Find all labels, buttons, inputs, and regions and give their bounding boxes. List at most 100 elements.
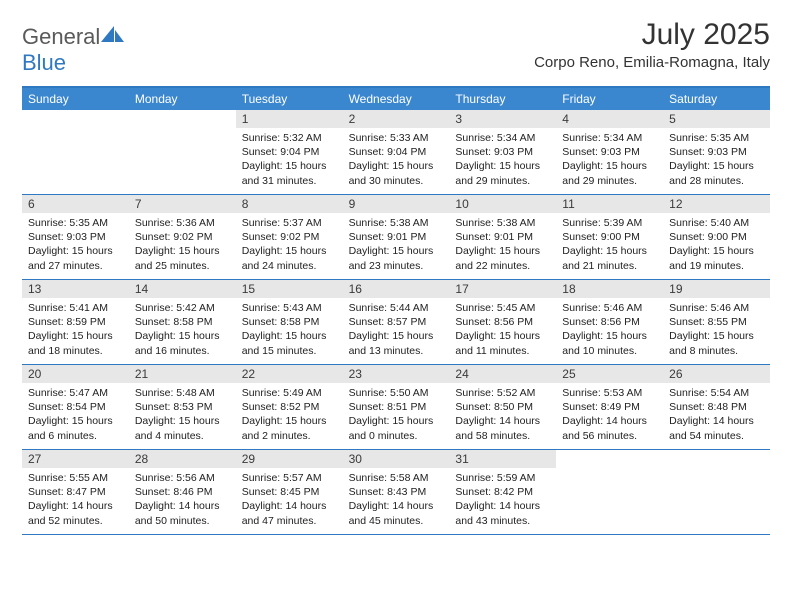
day-details: Sunrise: 5:56 AMSunset: 8:46 PMDaylight:… bbox=[129, 468, 236, 532]
detail-line: Daylight: 15 hours bbox=[669, 244, 764, 258]
detail-line: Sunset: 8:50 PM bbox=[455, 400, 550, 414]
detail-line: and 29 minutes. bbox=[562, 174, 657, 188]
day-number: 15 bbox=[236, 280, 343, 298]
day-details: Sunrise: 5:36 AMSunset: 9:02 PMDaylight:… bbox=[129, 213, 236, 277]
detail-line: Daylight: 15 hours bbox=[242, 329, 337, 343]
detail-line: Daylight: 14 hours bbox=[135, 499, 230, 513]
day-number: 26 bbox=[663, 365, 770, 383]
detail-line: Daylight: 15 hours bbox=[455, 244, 550, 258]
detail-line: and 52 minutes. bbox=[28, 514, 123, 528]
day-details: Sunrise: 5:38 AMSunset: 9:01 PMDaylight:… bbox=[343, 213, 450, 277]
day-details: Sunrise: 5:38 AMSunset: 9:01 PMDaylight:… bbox=[449, 213, 556, 277]
day-cell: 15Sunrise: 5:43 AMSunset: 8:58 PMDayligh… bbox=[236, 280, 343, 364]
detail-line: Sunrise: 5:35 AM bbox=[28, 216, 123, 230]
detail-line: and 8 minutes. bbox=[669, 344, 764, 358]
day-number: 4 bbox=[556, 110, 663, 128]
detail-line: Sunset: 8:58 PM bbox=[242, 315, 337, 329]
detail-line: Daylight: 14 hours bbox=[349, 499, 444, 513]
day-cell: 29Sunrise: 5:57 AMSunset: 8:45 PMDayligh… bbox=[236, 450, 343, 534]
day-cell: 4Sunrise: 5:34 AMSunset: 9:03 PMDaylight… bbox=[556, 110, 663, 194]
detail-line: Sunrise: 5:36 AM bbox=[135, 216, 230, 230]
week-row: 13Sunrise: 5:41 AMSunset: 8:59 PMDayligh… bbox=[22, 280, 770, 365]
detail-line: and 45 minutes. bbox=[349, 514, 444, 528]
detail-line: and 4 minutes. bbox=[135, 429, 230, 443]
detail-line: Sunset: 8:43 PM bbox=[349, 485, 444, 499]
day-number: 8 bbox=[236, 195, 343, 213]
detail-line: Daylight: 14 hours bbox=[455, 414, 550, 428]
detail-line: and 43 minutes. bbox=[455, 514, 550, 528]
day-cell: 10Sunrise: 5:38 AMSunset: 9:01 PMDayligh… bbox=[449, 195, 556, 279]
day-details: Sunrise: 5:35 AMSunset: 9:03 PMDaylight:… bbox=[22, 213, 129, 277]
detail-line: Sunrise: 5:58 AM bbox=[349, 471, 444, 485]
day-number: 14 bbox=[129, 280, 236, 298]
detail-line: Sunrise: 5:53 AM bbox=[562, 386, 657, 400]
detail-line: Daylight: 15 hours bbox=[135, 329, 230, 343]
day-details: Sunrise: 5:55 AMSunset: 8:47 PMDaylight:… bbox=[22, 468, 129, 532]
day-cell: 12Sunrise: 5:40 AMSunset: 9:00 PMDayligh… bbox=[663, 195, 770, 279]
detail-line: and 18 minutes. bbox=[28, 344, 123, 358]
dayname-row: SundayMondayTuesdayWednesdayThursdayFrid… bbox=[22, 88, 770, 110]
detail-line: Sunrise: 5:56 AM bbox=[135, 471, 230, 485]
day-number bbox=[22, 110, 129, 128]
detail-line: and 31 minutes. bbox=[242, 174, 337, 188]
day-number: 25 bbox=[556, 365, 663, 383]
day-details: Sunrise: 5:58 AMSunset: 8:43 PMDaylight:… bbox=[343, 468, 450, 532]
day-number: 9 bbox=[343, 195, 450, 213]
detail-line: Daylight: 15 hours bbox=[562, 329, 657, 343]
day-details: Sunrise: 5:49 AMSunset: 8:52 PMDaylight:… bbox=[236, 383, 343, 447]
dayname: Sunday bbox=[22, 88, 129, 110]
week-row: 6Sunrise: 5:35 AMSunset: 9:03 PMDaylight… bbox=[22, 195, 770, 280]
detail-line: Sunrise: 5:47 AM bbox=[28, 386, 123, 400]
detail-line: Sunrise: 5:49 AM bbox=[242, 386, 337, 400]
detail-line: and 16 minutes. bbox=[135, 344, 230, 358]
detail-line: and 50 minutes. bbox=[135, 514, 230, 528]
detail-line: Sunrise: 5:38 AM bbox=[455, 216, 550, 230]
detail-line: Sunset: 8:58 PM bbox=[135, 315, 230, 329]
detail-line: Sunset: 9:03 PM bbox=[455, 145, 550, 159]
day-details: Sunrise: 5:46 AMSunset: 8:56 PMDaylight:… bbox=[556, 298, 663, 362]
detail-line: Sunset: 9:02 PM bbox=[242, 230, 337, 244]
detail-line: Daylight: 15 hours bbox=[28, 414, 123, 428]
detail-line: Sunset: 8:54 PM bbox=[28, 400, 123, 414]
detail-line: and 2 minutes. bbox=[242, 429, 337, 443]
day-cell: 3Sunrise: 5:34 AMSunset: 9:03 PMDaylight… bbox=[449, 110, 556, 194]
week-row: 27Sunrise: 5:55 AMSunset: 8:47 PMDayligh… bbox=[22, 450, 770, 535]
detail-line: and 15 minutes. bbox=[242, 344, 337, 358]
detail-line: Daylight: 15 hours bbox=[455, 159, 550, 173]
logo-word-general: General bbox=[22, 24, 100, 49]
detail-line: Sunset: 9:03 PM bbox=[562, 145, 657, 159]
day-number: 30 bbox=[343, 450, 450, 468]
dayname: Tuesday bbox=[236, 88, 343, 110]
day-number: 3 bbox=[449, 110, 556, 128]
detail-line: Sunrise: 5:54 AM bbox=[669, 386, 764, 400]
header: General Blue July 2025 Corpo Reno, Emili… bbox=[22, 18, 770, 76]
day-cell: 20Sunrise: 5:47 AMSunset: 8:54 PMDayligh… bbox=[22, 365, 129, 449]
day-cell: 16Sunrise: 5:44 AMSunset: 8:57 PMDayligh… bbox=[343, 280, 450, 364]
detail-line: Daylight: 15 hours bbox=[242, 244, 337, 258]
day-cell: 28Sunrise: 5:56 AMSunset: 8:46 PMDayligh… bbox=[129, 450, 236, 534]
day-details: Sunrise: 5:48 AMSunset: 8:53 PMDaylight:… bbox=[129, 383, 236, 447]
day-number: 13 bbox=[22, 280, 129, 298]
day-number: 16 bbox=[343, 280, 450, 298]
day-number: 23 bbox=[343, 365, 450, 383]
day-number: 28 bbox=[129, 450, 236, 468]
detail-line: and 27 minutes. bbox=[28, 259, 123, 273]
day-cell: 23Sunrise: 5:50 AMSunset: 8:51 PMDayligh… bbox=[343, 365, 450, 449]
detail-line: Daylight: 14 hours bbox=[669, 414, 764, 428]
day-details: Sunrise: 5:47 AMSunset: 8:54 PMDaylight:… bbox=[22, 383, 129, 447]
detail-line: and 6 minutes. bbox=[28, 429, 123, 443]
detail-line: Sunrise: 5:59 AM bbox=[455, 471, 550, 485]
detail-line: and 25 minutes. bbox=[135, 259, 230, 273]
detail-line: Sunset: 9:00 PM bbox=[669, 230, 764, 244]
detail-line: Sunrise: 5:50 AM bbox=[349, 386, 444, 400]
detail-line: and 23 minutes. bbox=[349, 259, 444, 273]
day-number: 24 bbox=[449, 365, 556, 383]
logo-sail-icon bbox=[100, 24, 126, 44]
day-cell: 25Sunrise: 5:53 AMSunset: 8:49 PMDayligh… bbox=[556, 365, 663, 449]
day-number: 2 bbox=[343, 110, 450, 128]
detail-line: Daylight: 15 hours bbox=[669, 159, 764, 173]
day-cell: 6Sunrise: 5:35 AMSunset: 9:03 PMDaylight… bbox=[22, 195, 129, 279]
logo-word-blue: Blue bbox=[22, 50, 66, 75]
day-cell: 7Sunrise: 5:36 AMSunset: 9:02 PMDaylight… bbox=[129, 195, 236, 279]
week-row: 20Sunrise: 5:47 AMSunset: 8:54 PMDayligh… bbox=[22, 365, 770, 450]
